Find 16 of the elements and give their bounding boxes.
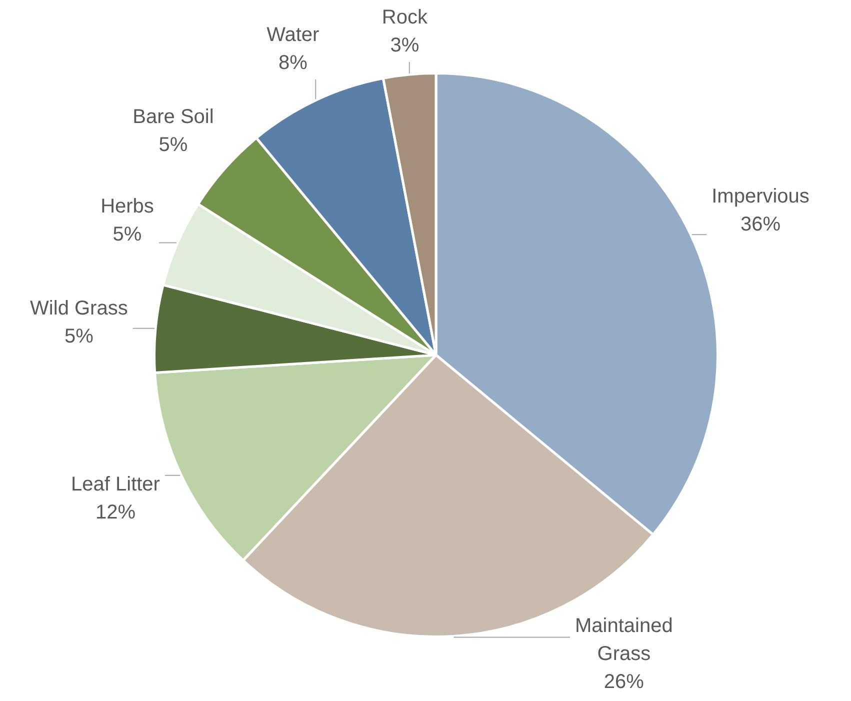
slice-label: Wild Grass xyxy=(30,298,128,320)
data-label: 36% xyxy=(740,214,781,236)
slice-label: Water xyxy=(266,24,320,46)
data-label: 5% xyxy=(64,326,94,348)
slice-label: Leaf Litter xyxy=(71,473,160,496)
data-label: 26% xyxy=(604,671,644,694)
data-label: 12% xyxy=(95,501,136,524)
data-label: 3% xyxy=(390,34,420,57)
data-label: 5% xyxy=(112,223,142,246)
slice-label: Impervious xyxy=(712,186,810,208)
slice-label: Herbs xyxy=(100,195,154,218)
data-label: 5% xyxy=(158,134,188,156)
slice-label: Maintained Grass xyxy=(575,615,673,666)
slice-label: Bare Soil xyxy=(132,106,214,128)
slice-label: Rock xyxy=(382,6,428,29)
data-label: 8% xyxy=(278,52,308,74)
